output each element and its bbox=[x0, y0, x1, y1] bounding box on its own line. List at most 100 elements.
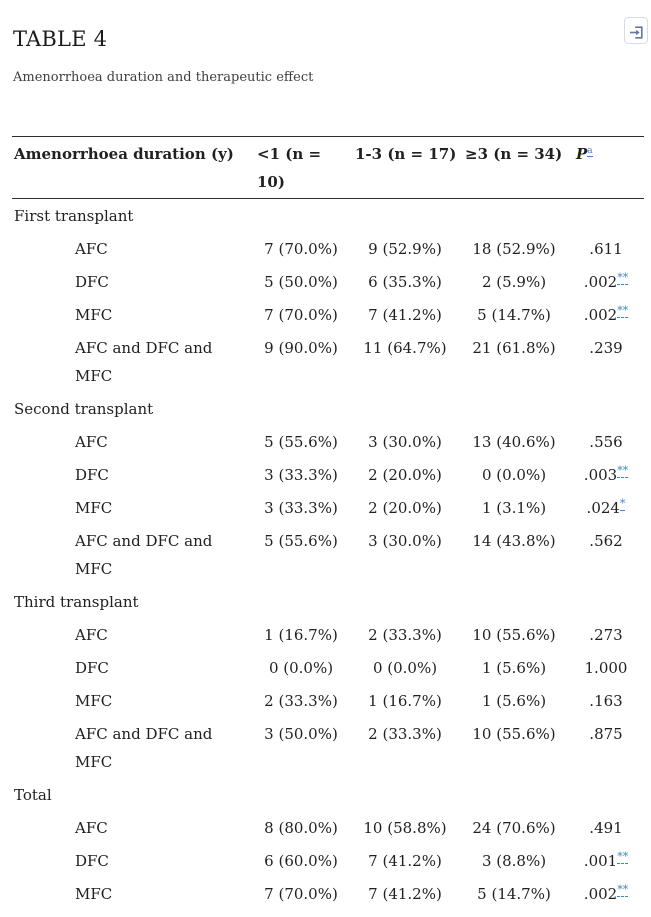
cell-value: 7 (41.2%) bbox=[368, 851, 442, 870]
row-label: DFC bbox=[75, 851, 109, 870]
cell-value: 2 (33.3%) bbox=[368, 625, 442, 644]
table-caption: Amenorrhoea duration and therapeutic eff… bbox=[13, 70, 314, 85]
p-value-cell: .611 bbox=[568, 232, 644, 265]
p-value-cell: .002** bbox=[568, 877, 644, 910]
table-row: MFC 3 (33.3%) 2 (20.0%) 1 (3.1%) .024* bbox=[12, 491, 644, 524]
p-value: 1.000 bbox=[584, 658, 628, 677]
cell-value: 6 (60.0%) bbox=[264, 851, 338, 870]
p-value-cell: .562 bbox=[568, 524, 644, 585]
p-value: .001 bbox=[583, 851, 618, 870]
row-label: MFC bbox=[75, 305, 113, 324]
cell-value: 2 (5.9%) bbox=[481, 272, 547, 291]
section-label: Second transplant bbox=[14, 399, 154, 418]
section-label: Total bbox=[14, 785, 52, 804]
p-header-text: P bbox=[576, 144, 588, 163]
table-row: MFC 7 (70.0%) 7 (41.2%) 5 (14.7%) .002** bbox=[12, 877, 644, 910]
section-row: Total bbox=[12, 778, 644, 811]
row-label-cell: MFC bbox=[12, 491, 252, 524]
cell-value: 9 (52.9%) bbox=[368, 239, 442, 258]
cell-value: 5 (50.0%) bbox=[264, 272, 338, 291]
section-label: First transplant bbox=[14, 206, 134, 225]
row-label-cell: DFC bbox=[12, 844, 252, 877]
cell-value: 5 (55.6%) bbox=[264, 432, 338, 451]
p-value: .002 bbox=[583, 884, 618, 903]
cell-value: 3 (33.3%) bbox=[264, 465, 338, 484]
p-value-cell: .239 bbox=[568, 331, 644, 392]
p-value-cell: .556 bbox=[568, 425, 644, 458]
cell-value: 7 (41.2%) bbox=[368, 884, 442, 903]
row-label-cell: DFC bbox=[12, 265, 252, 298]
p-value-cell: 1.000 bbox=[568, 651, 644, 684]
row-label-cell: DFC bbox=[12, 651, 252, 684]
row-label: DFC bbox=[75, 272, 109, 291]
footnote-link[interactable]: ** bbox=[617, 463, 629, 478]
p-value: .273 bbox=[589, 625, 623, 644]
p-value: .163 bbox=[589, 691, 623, 710]
cell-value: 7 (41.2%) bbox=[368, 305, 442, 324]
footnote-link[interactable]: ** bbox=[617, 882, 629, 897]
cell-value: 5 (14.7%) bbox=[477, 884, 551, 903]
row-label: AFC bbox=[75, 625, 108, 644]
cell-value: 1 (16.7%) bbox=[264, 625, 338, 644]
cell-value: 24 (70.6%) bbox=[472, 818, 556, 837]
cell-value: 13 (40.6%) bbox=[472, 432, 556, 451]
cell-value: 10 (55.6%) bbox=[472, 625, 556, 644]
expand-table-button[interactable] bbox=[624, 17, 648, 44]
table-row: MFC 2 (33.3%) 1 (16.7%) 1 (5.6%) .163 bbox=[12, 684, 644, 717]
p-value-cell: .024* bbox=[568, 491, 644, 524]
cell-value: 7 (70.0%) bbox=[264, 305, 338, 324]
p-value: .875 bbox=[589, 724, 623, 743]
p-value-cell: .163 bbox=[568, 684, 644, 717]
column-header-p: Pa bbox=[568, 137, 644, 199]
p-value: .239 bbox=[589, 338, 623, 357]
section-row: Second transplant bbox=[12, 392, 644, 425]
p-value-cell: .491 bbox=[568, 811, 644, 844]
row-label: AFC bbox=[75, 432, 108, 451]
footnote-link[interactable]: * bbox=[619, 496, 626, 511]
p-value: .611 bbox=[589, 239, 623, 258]
cell-value: 3 (30.0%) bbox=[368, 531, 442, 550]
cell-value: 10 (55.6%) bbox=[472, 724, 556, 743]
row-label: DFC bbox=[75, 658, 109, 677]
row-label-cell: AFC and DFC and MFC bbox=[12, 717, 252, 778]
footnote-link[interactable]: ** bbox=[617, 849, 629, 864]
row-label-cell: MFC bbox=[12, 877, 252, 910]
p-value: .024 bbox=[586, 498, 620, 517]
cell-value: 3 (8.8%) bbox=[481, 851, 547, 870]
row-label: DFC bbox=[75, 465, 109, 484]
cell-value: 0 (0.0%) bbox=[481, 465, 547, 484]
cell-value: 3 (30.0%) bbox=[368, 432, 442, 451]
p-value-cell: .003** bbox=[568, 458, 644, 491]
p-value: .002 bbox=[583, 305, 618, 324]
column-header-label: Amenorrhoea duration (y) bbox=[14, 144, 234, 163]
p-value: .562 bbox=[589, 531, 623, 550]
cell-value: 0 (0.0%) bbox=[268, 658, 334, 677]
row-label: AFC and DFC and MFC bbox=[75, 724, 213, 771]
p-header-footnote-link[interactable]: a bbox=[587, 145, 593, 157]
footnote-link[interactable]: ** bbox=[617, 270, 629, 285]
p-value-cell: .875 bbox=[568, 717, 644, 778]
table-row: DFC 5 (50.0%) 6 (35.3%) 2 (5.9%) .002** bbox=[12, 265, 644, 298]
table-body: First transplant AFC 7 (70.0%) 9 (52.9%) 18 … bbox=[12, 199, 644, 911]
section-label: Third transplant bbox=[14, 592, 139, 611]
row-label: AFC and DFC and MFC bbox=[75, 338, 213, 385]
row-label: MFC bbox=[75, 498, 113, 517]
table-row: DFC 6 (60.0%) 7 (41.2%) 3 (8.8%) .001** bbox=[12, 844, 644, 877]
cell-value: 8 (80.0%) bbox=[264, 818, 338, 837]
p-value-cell: .001** bbox=[568, 844, 644, 877]
row-label-cell: DFC bbox=[12, 458, 252, 491]
cell-value: 14 (43.8%) bbox=[472, 531, 556, 550]
cell-value: 3 (50.0%) bbox=[264, 724, 338, 743]
column-header-group3: ≥3 (n = 34) bbox=[465, 144, 563, 163]
footnote-link[interactable]: ** bbox=[617, 303, 629, 318]
p-value: .002 bbox=[583, 272, 618, 291]
cell-value: 2 (33.3%) bbox=[264, 691, 338, 710]
cell-value: 7 (70.0%) bbox=[264, 239, 338, 258]
p-value: .003 bbox=[583, 465, 618, 484]
cell-value: 2 (20.0%) bbox=[368, 465, 442, 484]
cell-value: 2 (33.3%) bbox=[368, 724, 442, 743]
table-row: AFC 8 (80.0%) 10 (58.8%) 24 (70.6%) .491 bbox=[12, 811, 644, 844]
row-label: MFC bbox=[75, 691, 113, 710]
row-label-cell: AFC bbox=[12, 811, 252, 844]
p-value-cell: .273 bbox=[568, 618, 644, 651]
